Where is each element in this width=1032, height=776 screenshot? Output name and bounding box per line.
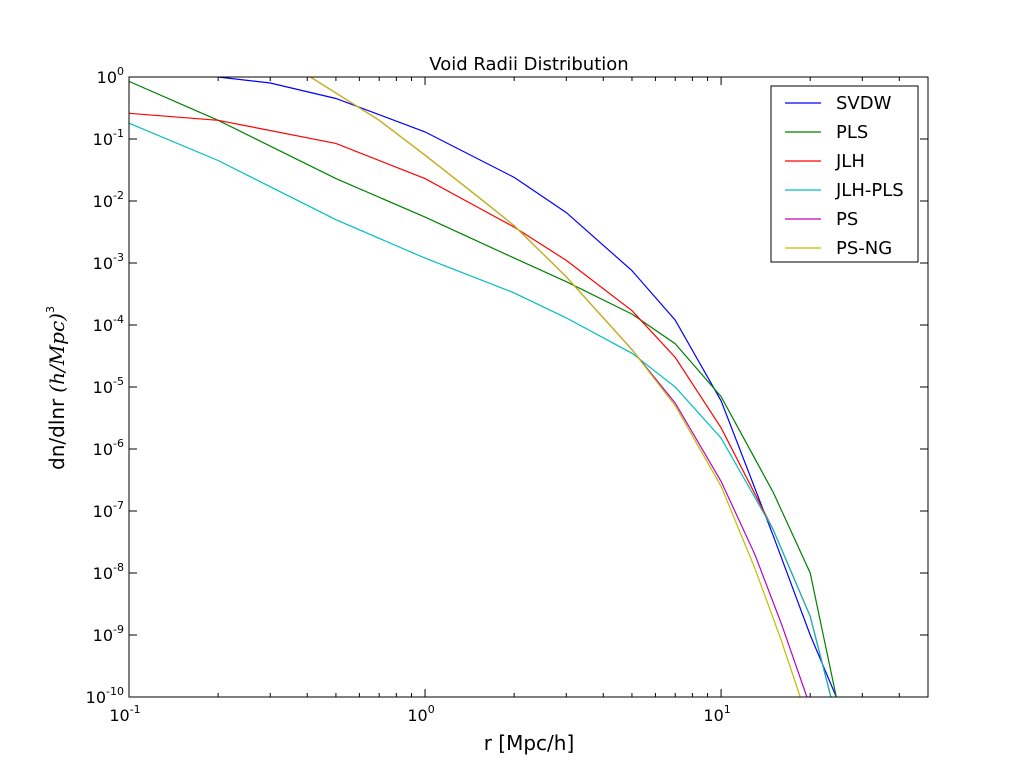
y-tick-exp: -1 — [113, 127, 124, 140]
y-tick-label: 10-1 — [93, 127, 124, 149]
y-tick-exp: -10 — [106, 685, 124, 698]
y-axis-label-text: dn/dlnr — [45, 398, 69, 470]
y-tick-base: 10 — [93, 564, 113, 583]
y-tick-exp: -9 — [113, 623, 124, 636]
y-tick-label: 100 — [97, 65, 124, 87]
y-tick-label: 10-3 — [93, 251, 124, 273]
legend-label-svdw: SVDW — [836, 93, 892, 114]
series-line-pls — [129, 80, 837, 697]
legend-label-jlh-pls: JLH-PLS — [835, 180, 904, 201]
legend: SVDW PLS JLH JLH-PLS PS PS-NG — [770, 85, 919, 263]
legend-label-pls: PLS — [836, 122, 868, 143]
y-tick-base: 10 — [93, 316, 113, 335]
y-tick-base: 10 — [86, 688, 106, 707]
y-tick-base: 10 — [93, 378, 113, 397]
x-tick-base: 10 — [703, 706, 723, 725]
legend-label-jlh: JLH — [835, 151, 865, 172]
x-tick-base: 10 — [407, 706, 427, 725]
legend-label-ps: PS — [836, 209, 858, 230]
x-tick-exp: 1 — [724, 703, 731, 716]
y-tick-label: 10-2 — [93, 189, 124, 211]
y-tick-exp: -5 — [113, 375, 124, 388]
x-tick-label: 10-1 — [109, 703, 140, 725]
y-tick-label: 10-8 — [93, 561, 124, 583]
y-tick-label: 10-4 — [93, 313, 124, 335]
y-tick-exp: -2 — [113, 189, 124, 202]
y-tick-exp: -3 — [113, 251, 124, 264]
series-line-jlh-pls — [129, 122, 832, 697]
y-tick-label: 10-9 — [93, 623, 124, 645]
y-tick-base: 10 — [93, 192, 113, 211]
series-layer — [129, 77, 837, 697]
y-tick-exp: 0 — [117, 65, 124, 78]
y-tick-exp: -8 — [113, 561, 124, 574]
y-tick-base: 10 — [93, 502, 113, 521]
x-tick-exp: -1 — [130, 703, 141, 716]
y-tick-exp: -4 — [113, 313, 124, 326]
x-tick-label: 101 — [703, 703, 730, 725]
y-tick-label: 10-10 — [86, 685, 124, 707]
y-tick-base: 10 — [93, 626, 113, 645]
series-line-ps — [310, 77, 808, 697]
series-line-ps-ng — [310, 77, 801, 697]
x-axis-label: r [Mpc/h] — [484, 731, 575, 755]
y-tick-base: 10 — [97, 68, 117, 87]
series-line-svdw — [218, 77, 837, 697]
ticks-layer: 10-1 100 10110010-110-210-310-410-510-610-… — [86, 65, 928, 725]
x-tick-exp: 0 — [428, 703, 435, 716]
legend-box — [770, 85, 919, 263]
y-tick-base: 10 — [93, 254, 113, 273]
y-tick-label: 10-7 — [93, 499, 124, 521]
chart-title: Void Radii Distribution — [429, 54, 628, 75]
y-tick-base: 10 — [93, 130, 113, 149]
y-tick-base: 10 — [93, 440, 113, 459]
y-axis-label-math: (h/Mpc) — [45, 313, 69, 393]
y-axis-label-exp: 3 — [44, 306, 57, 313]
y-axis-label: dn/dlnr (h/Mpc)3 — [44, 306, 69, 470]
y-tick-exp: -7 — [113, 499, 124, 512]
y-tick-label: 10-6 — [93, 437, 124, 459]
y-tick-exp: -6 — [113, 437, 124, 450]
y-tick-label: 10-5 — [93, 375, 124, 397]
legend-label-ps-ng: PS-NG — [836, 238, 892, 259]
x-tick-label: 100 — [407, 703, 434, 725]
x-tick-base: 10 — [109, 706, 129, 725]
